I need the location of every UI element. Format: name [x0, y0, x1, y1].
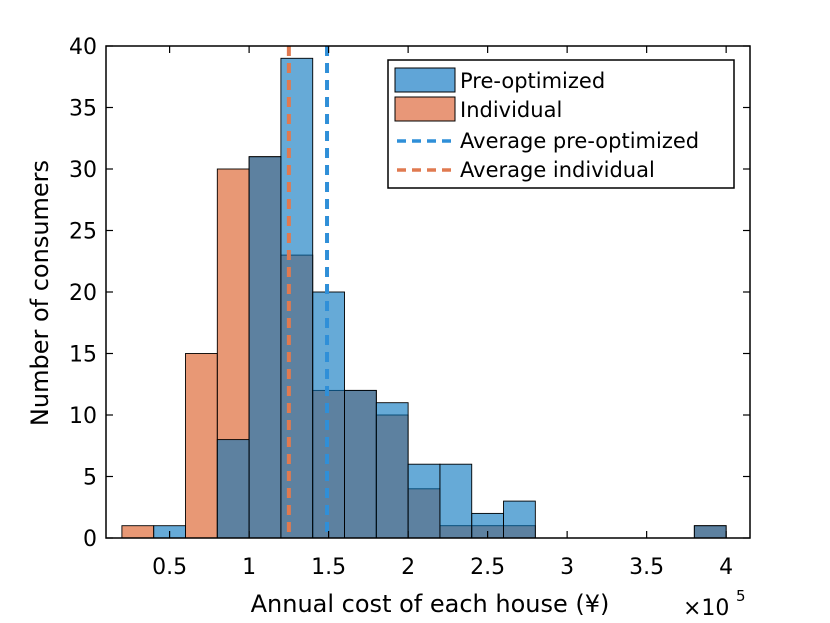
x-tick-label: 2 [401, 555, 415, 580]
legend-label-average-pre-optimized: Average pre-optimized [460, 129, 699, 153]
bar-individual [121, 525, 155, 539]
bar-pre-optimized [248, 156, 282, 539]
legend-label-pre-optimized: Pre-optimized [460, 69, 605, 93]
x-tick-labels: 0.5 1 1.5 2 2.5 3 3.5 4 [152, 555, 733, 580]
x-axis-multiplier: ×10 [683, 596, 729, 621]
x-tick-label: 2.5 [470, 555, 505, 580]
y-tick-label: 10 [69, 404, 97, 429]
bar-pre-optimized [216, 439, 250, 539]
average-lines [286, 46, 330, 538]
x-tick-label: 4 [719, 555, 733, 580]
bar-pre-optimized [439, 463, 473, 539]
pre-optimized-bars [153, 57, 727, 539]
x-tick-label: 1.5 [311, 555, 346, 580]
bar-pre-optimized [693, 525, 727, 539]
y-tick-labels: 0 5 10 15 20 25 30 35 40 [69, 35, 97, 552]
legend: Pre-optimized Individual Average pre-opt… [387, 59, 735, 189]
legend-label-individual: Individual [460, 98, 562, 122]
bar-pre-optimized [375, 402, 409, 539]
y-tick-label: 0 [83, 527, 97, 552]
axes [105, 45, 751, 539]
y-tick-label: 35 [69, 97, 97, 122]
y-tick-label: 5 [83, 466, 97, 491]
x-tick-label: 3 [560, 555, 574, 580]
x-tick-label: 3.5 [629, 555, 664, 580]
y-tick-label: 40 [69, 35, 97, 60]
bar-pre-optimized [312, 291, 345, 539]
y-tick-label: 25 [69, 220, 97, 245]
x-axis-multiplier-exponent: 5 [736, 587, 746, 605]
y-tick-label: 20 [69, 281, 97, 306]
bar-pre-optimized [407, 463, 441, 539]
y-tick-label: 15 [69, 343, 97, 368]
legend-swatch-pre-optimized [394, 67, 456, 93]
x-tick-label: 1 [242, 555, 256, 580]
bar-pre-optimized [344, 389, 377, 539]
legend-label-average-individual: Average individual [460, 158, 655, 182]
bar-pre-optimized [280, 57, 314, 539]
y-tick-label: 30 [69, 158, 97, 183]
x-axis-label: Annual cost of each house (¥) [251, 590, 610, 618]
x-tick-label: 0.5 [152, 555, 187, 580]
y-axis-label: Number of consumers [26, 160, 54, 426]
bar-pre-optimized [503, 500, 536, 539]
legend-swatch-individual [394, 96, 456, 122]
bar-individual [185, 353, 218, 539]
